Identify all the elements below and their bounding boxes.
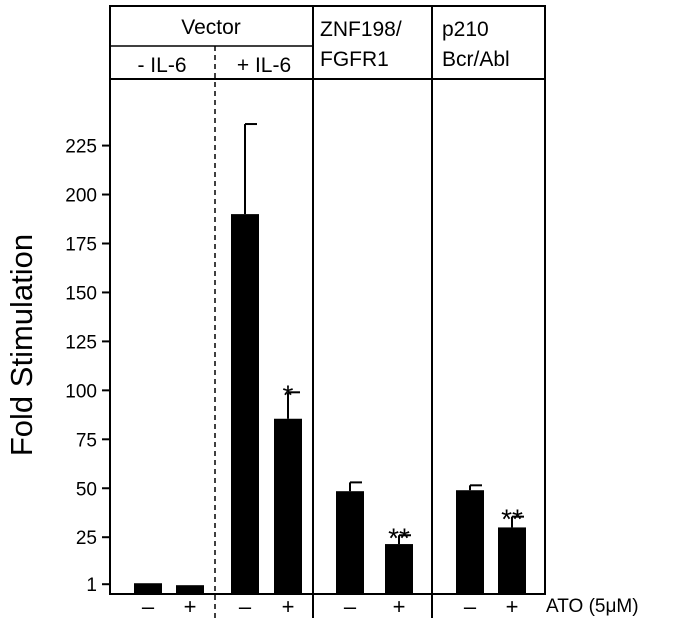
bar	[134, 583, 162, 594]
significance-label: *	[283, 379, 294, 410]
bar	[498, 527, 526, 594]
y-tick-label: 125	[65, 332, 97, 353]
y-tick-label: 25	[76, 528, 97, 549]
y-tick-label: 200	[65, 186, 97, 207]
group-label-znf-line1: ZNF198/	[320, 18, 402, 41]
bar	[456, 490, 484, 594]
treatment-label: ATO (5μM)	[546, 596, 639, 617]
x-tick-label: +	[506, 594, 519, 619]
group-label-vector: Vector	[181, 16, 241, 39]
y-axis-label: Fold Stimulation	[4, 234, 39, 456]
x-tick-label: +	[184, 594, 197, 619]
y-tick-label: 1	[86, 575, 97, 596]
x-tick-label: +	[393, 594, 406, 619]
significance-label: **	[501, 504, 523, 535]
bar	[231, 214, 259, 594]
y-tick-label: 50	[76, 479, 97, 500]
bar	[385, 544, 413, 594]
bar	[274, 418, 302, 594]
y-tick-label: 150	[65, 283, 97, 304]
bar	[336, 491, 364, 594]
x-tick-label: +	[282, 594, 295, 619]
y-tick-label: 225	[65, 137, 97, 158]
group-label-bcr-line1: p210	[442, 18, 489, 41]
y-tick-label: 75	[76, 430, 97, 451]
significance-label: **	[388, 522, 410, 553]
x-tick-label: –	[239, 594, 252, 619]
group-label-bcr-line2: Bcr/Abl	[442, 48, 510, 71]
plot-frame	[109, 5, 546, 595]
subgroup-label-minus-il6: - IL-6	[137, 54, 186, 77]
x-tick-label: –	[142, 594, 155, 619]
x-tick-label: –	[464, 594, 477, 619]
group-label-znf-line2: FGFR1	[320, 48, 389, 71]
bar	[176, 585, 204, 594]
y-tick-label: 175	[65, 234, 97, 255]
y-tick-label: 100	[65, 381, 97, 402]
subgroup-label-plus-il6: + IL-6	[237, 54, 291, 77]
x-tick-label: –	[344, 594, 357, 619]
